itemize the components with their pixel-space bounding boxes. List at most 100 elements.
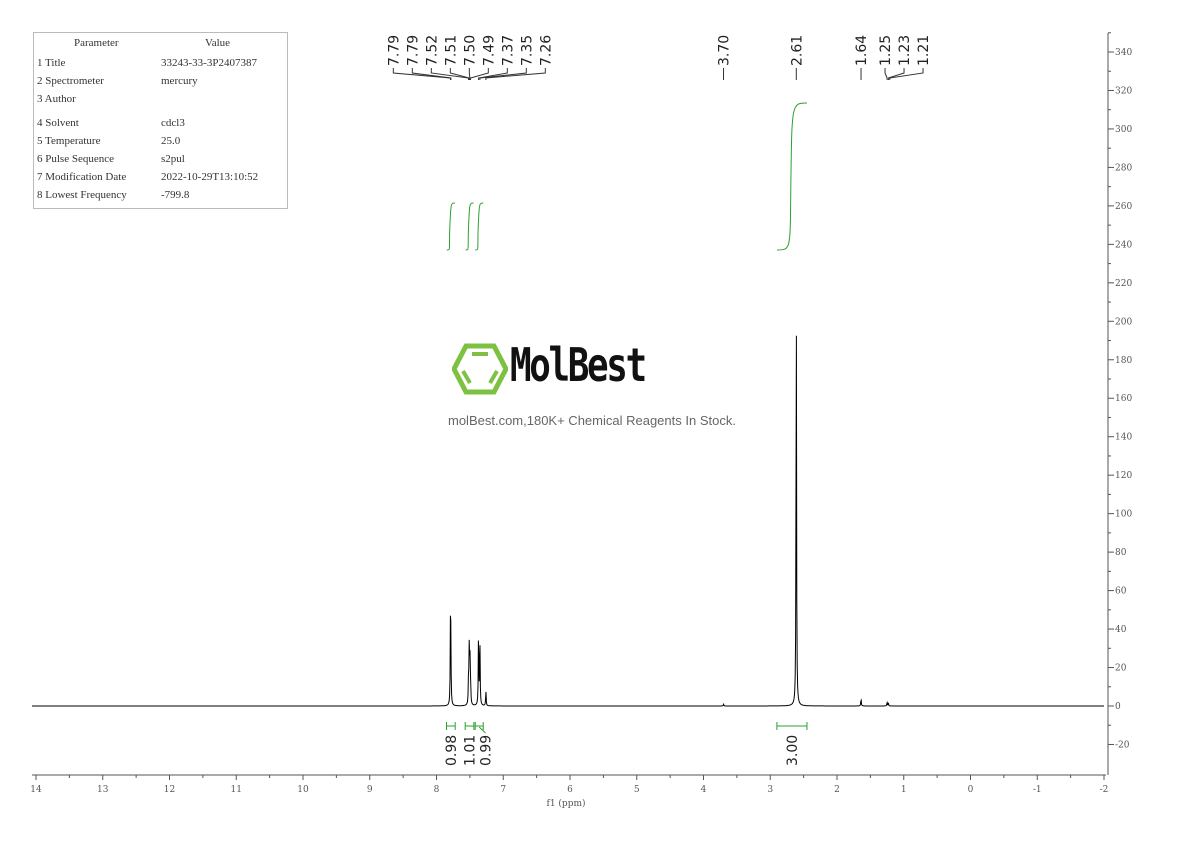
- peak-label: 7.35: [519, 35, 535, 66]
- parameter-value: 25.0: [161, 135, 181, 147]
- molbest-logo-icon: [452, 343, 508, 395]
- peak-label-leader: [411, 68, 452, 80]
- parameter-name: 1 Title: [37, 57, 66, 69]
- y-tick-label: 0: [1115, 702, 1121, 712]
- y-tick-label: 220: [1115, 279, 1132, 289]
- y-tick-label: 120: [1115, 471, 1132, 481]
- x-tick-label: 9: [367, 785, 373, 795]
- peak-label-leader: [478, 68, 508, 80]
- peak-label: 7.37: [500, 35, 516, 66]
- x-tick-label: -1: [1033, 785, 1042, 795]
- y-tick-label: 180: [1115, 356, 1132, 366]
- parameter-row: 2 Spectrometer mercury: [37, 75, 287, 91]
- integral-value: 0.98: [444, 735, 460, 766]
- x-axis-label: f1 (ppm): [547, 798, 586, 809]
- integral-curve: [446, 202, 455, 251]
- peak-label: 7.79: [386, 35, 402, 66]
- parameter-name: 3 Author: [37, 93, 76, 105]
- integral-value: 0.99: [479, 735, 495, 766]
- integral-value: 3.00: [785, 735, 801, 766]
- value-header: Value: [205, 37, 231, 49]
- peak-label: 7.79: [405, 35, 421, 66]
- parameter-table: Parameter Value 1 Title 33243-33-3P240738…: [33, 32, 288, 209]
- x-tick-label: 4: [701, 785, 707, 795]
- x-tick-label: 3: [767, 785, 773, 795]
- parameter-row: 6 Pulse Sequence s2pul: [37, 153, 287, 169]
- x-tick-label: 14: [30, 785, 42, 795]
- brand-tagline: molBest.com,180K+ Chemical Reagents In S…: [448, 413, 736, 428]
- peak-label: 7.52: [424, 35, 440, 66]
- parameter-row: 3 Author: [37, 93, 287, 109]
- parameter-row: 4 Solvent cdcl3: [37, 117, 287, 133]
- parameter-value: mercury: [161, 75, 198, 87]
- parameter-row: 5 Temperature 25.0: [37, 135, 287, 151]
- y-tick-label: 280: [1115, 163, 1132, 173]
- brand-name: MolBest: [510, 338, 647, 392]
- peak-label-leader: [449, 68, 470, 80]
- peak-label-leader: [887, 68, 905, 80]
- parameter-name: 5 Temperature: [37, 135, 101, 147]
- x-tick-label: 12: [164, 785, 175, 795]
- param-header: Parameter: [74, 37, 119, 49]
- y-tick-label: 200: [1115, 317, 1132, 327]
- y-tick-label: 100: [1115, 510, 1132, 520]
- y-tick-label: 340: [1115, 48, 1132, 58]
- peak-label: 1.21: [916, 35, 932, 66]
- integral-leader: [478, 726, 486, 734]
- x-tick-label: 7: [500, 785, 506, 795]
- peak-label: 1.23: [897, 35, 913, 66]
- peak-label-leader: [884, 68, 888, 80]
- spectrum-line: [32, 335, 1104, 707]
- x-tick-label: 13: [97, 785, 109, 795]
- peak-label: 2.61: [789, 35, 805, 66]
- peak-label: 7.49: [481, 35, 497, 66]
- y-tick-label: 40: [1115, 625, 1127, 635]
- x-tick-label: -2: [1100, 785, 1109, 795]
- y-tick-label: 240: [1115, 240, 1132, 250]
- peak-label-leader: [468, 68, 471, 80]
- peak-label-leader: [485, 68, 546, 80]
- parameter-value: s2pul: [161, 153, 185, 165]
- x-tick-label: 0: [968, 785, 974, 795]
- y-tick-label: 260: [1115, 202, 1132, 212]
- y-tick-label: 160: [1115, 394, 1132, 404]
- integral-curve: [465, 202, 474, 251]
- y-tick-label: 20: [1115, 664, 1127, 674]
- parameter-value: -799.8: [161, 189, 190, 201]
- y-tick-label: 320: [1115, 86, 1132, 96]
- integral-bracket: [776, 722, 808, 730]
- peak-label: 7.51: [443, 35, 459, 66]
- parameter-row: 7 Modification Date 2022-10-29T13:10:52: [37, 171, 287, 187]
- x-tick-label: 5: [634, 785, 640, 795]
- peak-label-leader: [470, 68, 489, 80]
- parameter-name: 7 Modification Date: [37, 171, 127, 183]
- x-tick-label: 10: [297, 785, 309, 795]
- parameter-row: 8 Lowest Frequency -799.8: [37, 189, 287, 205]
- integral-bracket: [474, 722, 484, 730]
- y-tick-label: 140: [1115, 433, 1132, 443]
- x-tick-label: 2: [834, 785, 840, 795]
- peak-label: 1.64: [854, 35, 870, 66]
- x-tick-label: 8: [434, 785, 440, 795]
- parameter-name: 6 Pulse Sequence: [37, 153, 114, 165]
- parameter-name: 4 Solvent: [37, 117, 79, 129]
- peak-label: 7.50: [462, 35, 478, 66]
- y-tick-label: -20: [1115, 740, 1130, 750]
- y-tick-label: 300: [1115, 125, 1132, 135]
- peak-label: 3.70: [717, 35, 733, 66]
- peak-label-leader: [430, 68, 470, 80]
- parameter-name: 8 Lowest Frequency: [37, 189, 127, 201]
- parameter-value: 33243-33-3P2407387: [161, 57, 257, 69]
- parameter-value: cdcl3: [161, 117, 185, 129]
- y-tick-label: 80: [1115, 548, 1127, 558]
- x-tick-label: 1: [901, 785, 907, 795]
- parameter-value: 2022-10-29T13:10:52: [161, 171, 259, 183]
- parameter-row: 1 Title 33243-33-3P2407387: [37, 57, 287, 73]
- peak-label: 7.26: [538, 35, 554, 66]
- integral-value: 1.01: [463, 735, 479, 766]
- peak-label: 1.25: [878, 35, 894, 66]
- integral-bracket: [464, 722, 475, 730]
- integral-bracket: [446, 722, 456, 730]
- peak-label-leader: [479, 68, 527, 80]
